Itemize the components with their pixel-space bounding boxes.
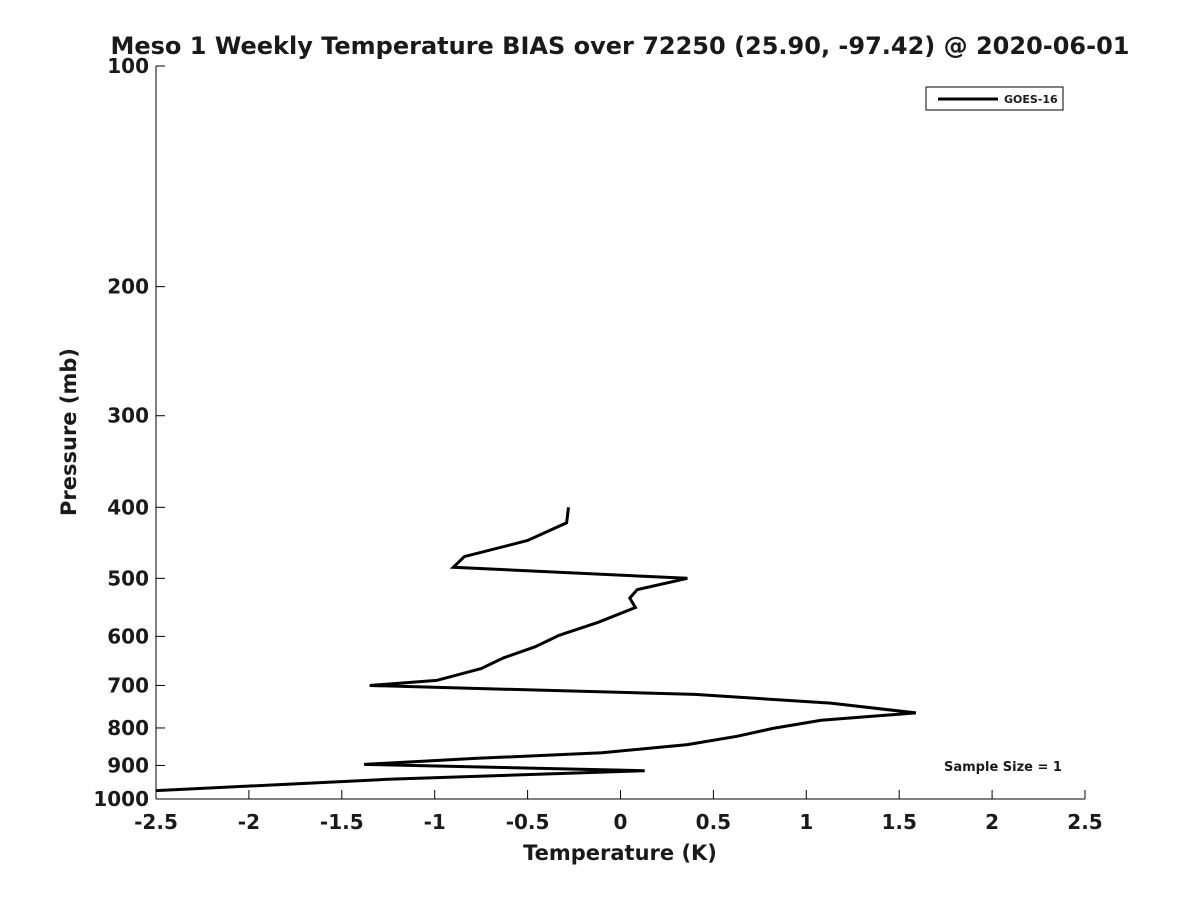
x-tick-label: -1.5 <box>320 810 364 834</box>
series-line-goes-16 <box>155 507 917 793</box>
x-tick-label: 1.5 <box>881 810 916 834</box>
legend: GOES-16 <box>925 86 1064 111</box>
x-tick-label: -2 <box>238 810 260 834</box>
y-axis-label: Pressure (mb) <box>57 348 81 516</box>
y-tick-label: 200 <box>107 275 149 299</box>
legend-label: GOES-16 <box>1004 93 1058 106</box>
y-tick-label: 700 <box>107 673 149 697</box>
x-tick-label: 0.5 <box>696 810 731 834</box>
y-tick-label: 500 <box>107 566 149 590</box>
y-tick-label: 800 <box>107 716 149 740</box>
x-tick-label: 0 <box>614 810 628 834</box>
x-tick-label: -2.5 <box>134 810 178 834</box>
x-tick-label: 2.5 <box>1067 810 1102 834</box>
y-axis-ticks: 100 200 300 400 500 600 700 800 900 1000 <box>93 54 165 811</box>
y-tick-label: 100 <box>107 54 149 78</box>
y-tick-label: 1000 <box>93 787 149 811</box>
y-tick-label: 600 <box>107 624 149 648</box>
x-axis-ticks: -2.5 -2 -1.5 -1 -0.5 0 0.5 1 1.5 2 2.5 <box>134 790 1103 834</box>
axes <box>155 66 1085 800</box>
x-axis-label: Temperature (K) <box>523 841 717 865</box>
y-tick-label: 400 <box>107 495 149 519</box>
series-layer <box>155 507 917 793</box>
chart-title: Meso 1 Weekly Temperature BIAS over 7225… <box>110 32 1129 60</box>
x-tick-label: 2 <box>985 810 999 834</box>
sample-size-annotation: Sample Size = 1 <box>944 760 1062 775</box>
y-tick-label: 900 <box>107 753 149 777</box>
x-tick-label: -0.5 <box>506 810 550 834</box>
x-tick-label: -1 <box>424 810 446 834</box>
x-tick-label: 1 <box>799 810 813 834</box>
y-tick-label: 300 <box>107 404 149 428</box>
